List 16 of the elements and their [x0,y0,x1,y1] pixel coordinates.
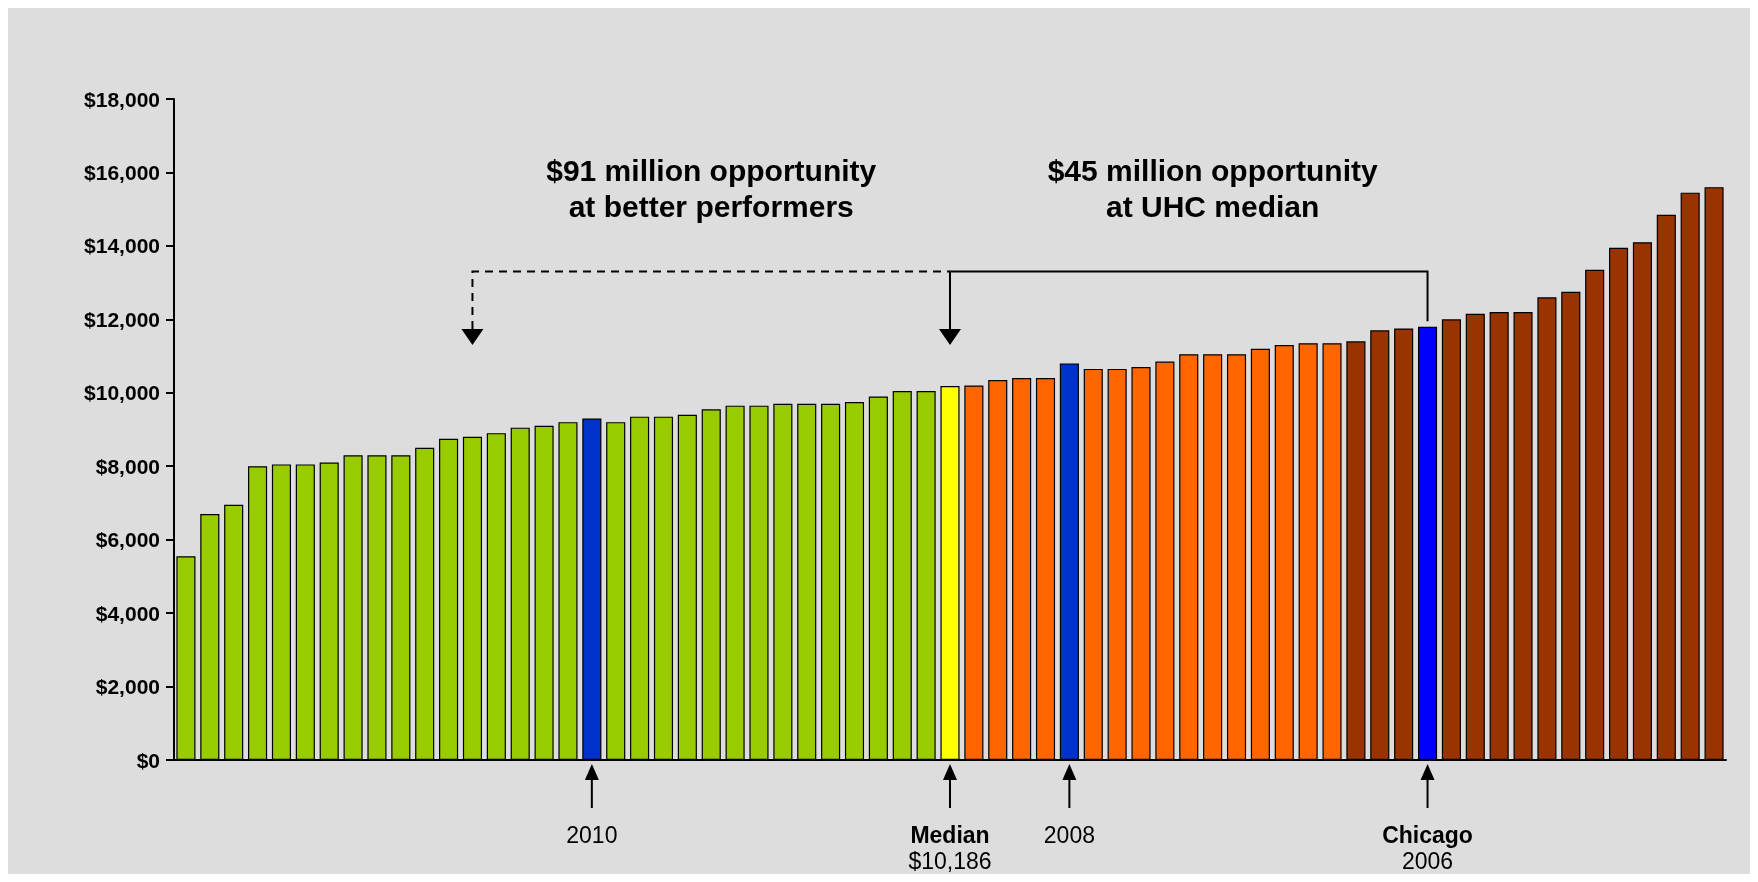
y-tick-label: $14,000 [84,234,160,258]
y-tick-label: $4,000 [95,601,160,625]
annotation: $91 million opportunity at better performers [546,154,877,224]
y-tick-label: $18,000 [84,87,160,111]
y-tick-label: $0 [136,748,160,772]
x-tick-label: Median $10,186 [908,822,992,874]
y-tick-label: $12,000 [84,307,160,331]
annotation: $45 million opportunity at UHC median [1047,154,1378,224]
x-tick-label: 2008 [1043,822,1095,848]
y-tick-label: $2,000 [95,675,160,699]
x-tick-label: Chicago 2006 [1382,822,1473,874]
y-tick-label: $8,000 [95,454,160,478]
x-tick-label: 2010 [566,822,618,848]
y-tick-label: $6,000 [95,528,160,552]
y-tick-label: $10,000 [84,381,160,405]
y-tick-label: $16,000 [84,160,160,184]
